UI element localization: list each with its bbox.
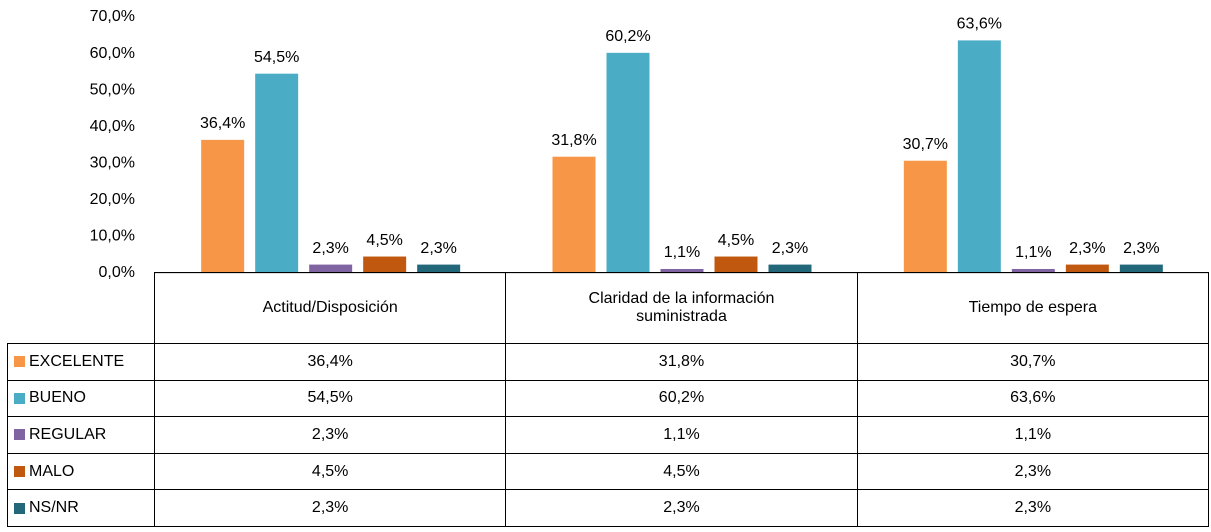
table-cell: 2,3% [154, 489, 507, 527]
table-cell: 4,5% [154, 452, 507, 491]
bar [309, 264, 353, 273]
data-label: 4,5% [718, 232, 754, 249]
bar [417, 264, 461, 273]
legend-label: REGULAR [29, 425, 107, 443]
data-label: 54,5% [254, 49, 299, 66]
data-label: 2,3% [420, 240, 456, 257]
legend-label: BUENO [29, 389, 86, 407]
table-cell: 36,4% [154, 343, 507, 381]
bar [255, 73, 299, 273]
x-tick-label: Tiempo de espera [856, 272, 1209, 344]
legend-key [14, 466, 25, 478]
legend-label: NS/NR [29, 499, 79, 517]
legend-entry: EXCELENTE [7, 343, 155, 381]
bar [768, 264, 812, 273]
y-tick-label: 0,0% [99, 264, 135, 281]
table-cell: 60,2% [505, 379, 858, 418]
y-tick-label: 20,0% [90, 191, 135, 208]
data-label: 2,3% [1123, 240, 1159, 257]
table-cell: 2,3% [505, 489, 858, 527]
legend-label: EXCELENTE [29, 352, 125, 370]
y-tick-label: 60,0% [90, 45, 135, 62]
data-label: 30,7% [903, 136, 948, 153]
data-label: 2,3% [772, 240, 808, 257]
table-cell: 54,5% [154, 379, 507, 418]
bar [363, 256, 407, 273]
bar [714, 256, 758, 273]
y-tick-label: 30,0% [90, 155, 135, 172]
data-label: 1,1% [664, 244, 700, 261]
legend-entry: REGULAR [7, 416, 155, 454]
y-tick-label: 70,0% [90, 8, 135, 25]
legend-key [14, 502, 25, 514]
table-cell: 2,3% [856, 452, 1209, 491]
data-label: 36,4% [200, 115, 245, 132]
legend-key [14, 392, 25, 404]
bar [552, 156, 596, 273]
y-tick-label: 40,0% [90, 118, 135, 135]
bar [201, 139, 245, 273]
y-tick-label: 50,0% [90, 81, 135, 98]
table-cell: 2,3% [856, 489, 1209, 527]
table-cell: 31,8% [505, 343, 858, 381]
bar [1119, 264, 1163, 273]
legend-entry: NS/NR [7, 489, 155, 527]
data-label: 2,3% [312, 240, 348, 257]
bar [1011, 268, 1055, 273]
legend-label: MALO [29, 462, 75, 480]
bar [1065, 264, 1109, 273]
table-cell: 30,7% [856, 343, 1209, 381]
data-label: 31,8% [551, 132, 596, 149]
data-label: 63,6% [957, 16, 1002, 33]
x-tick-label: Claridad de la información suministrada [505, 272, 858, 344]
data-label: 4,5% [366, 232, 402, 249]
bar [957, 40, 1001, 273]
legend-key [14, 429, 25, 441]
bar [903, 160, 947, 273]
table-cell: 1,1% [505, 416, 858, 454]
x-tick-label: Actitud/Disposición [154, 272, 507, 344]
table-cell: 1,1% [856, 416, 1209, 454]
legend-entry: MALO [7, 452, 155, 491]
table-cell: 4,5% [505, 452, 858, 491]
bar [606, 52, 650, 274]
data-label: 60,2% [605, 28, 650, 45]
bar [660, 268, 704, 273]
legend-entry: BUENO [7, 379, 155, 418]
y-tick-label: 10,0% [90, 228, 135, 245]
data-label: 2,3% [1069, 240, 1105, 257]
table-cell: 2,3% [154, 416, 507, 454]
data-label: 1,1% [1015, 244, 1051, 261]
table-cell: 63,6% [856, 379, 1209, 418]
legend-key [14, 356, 25, 368]
